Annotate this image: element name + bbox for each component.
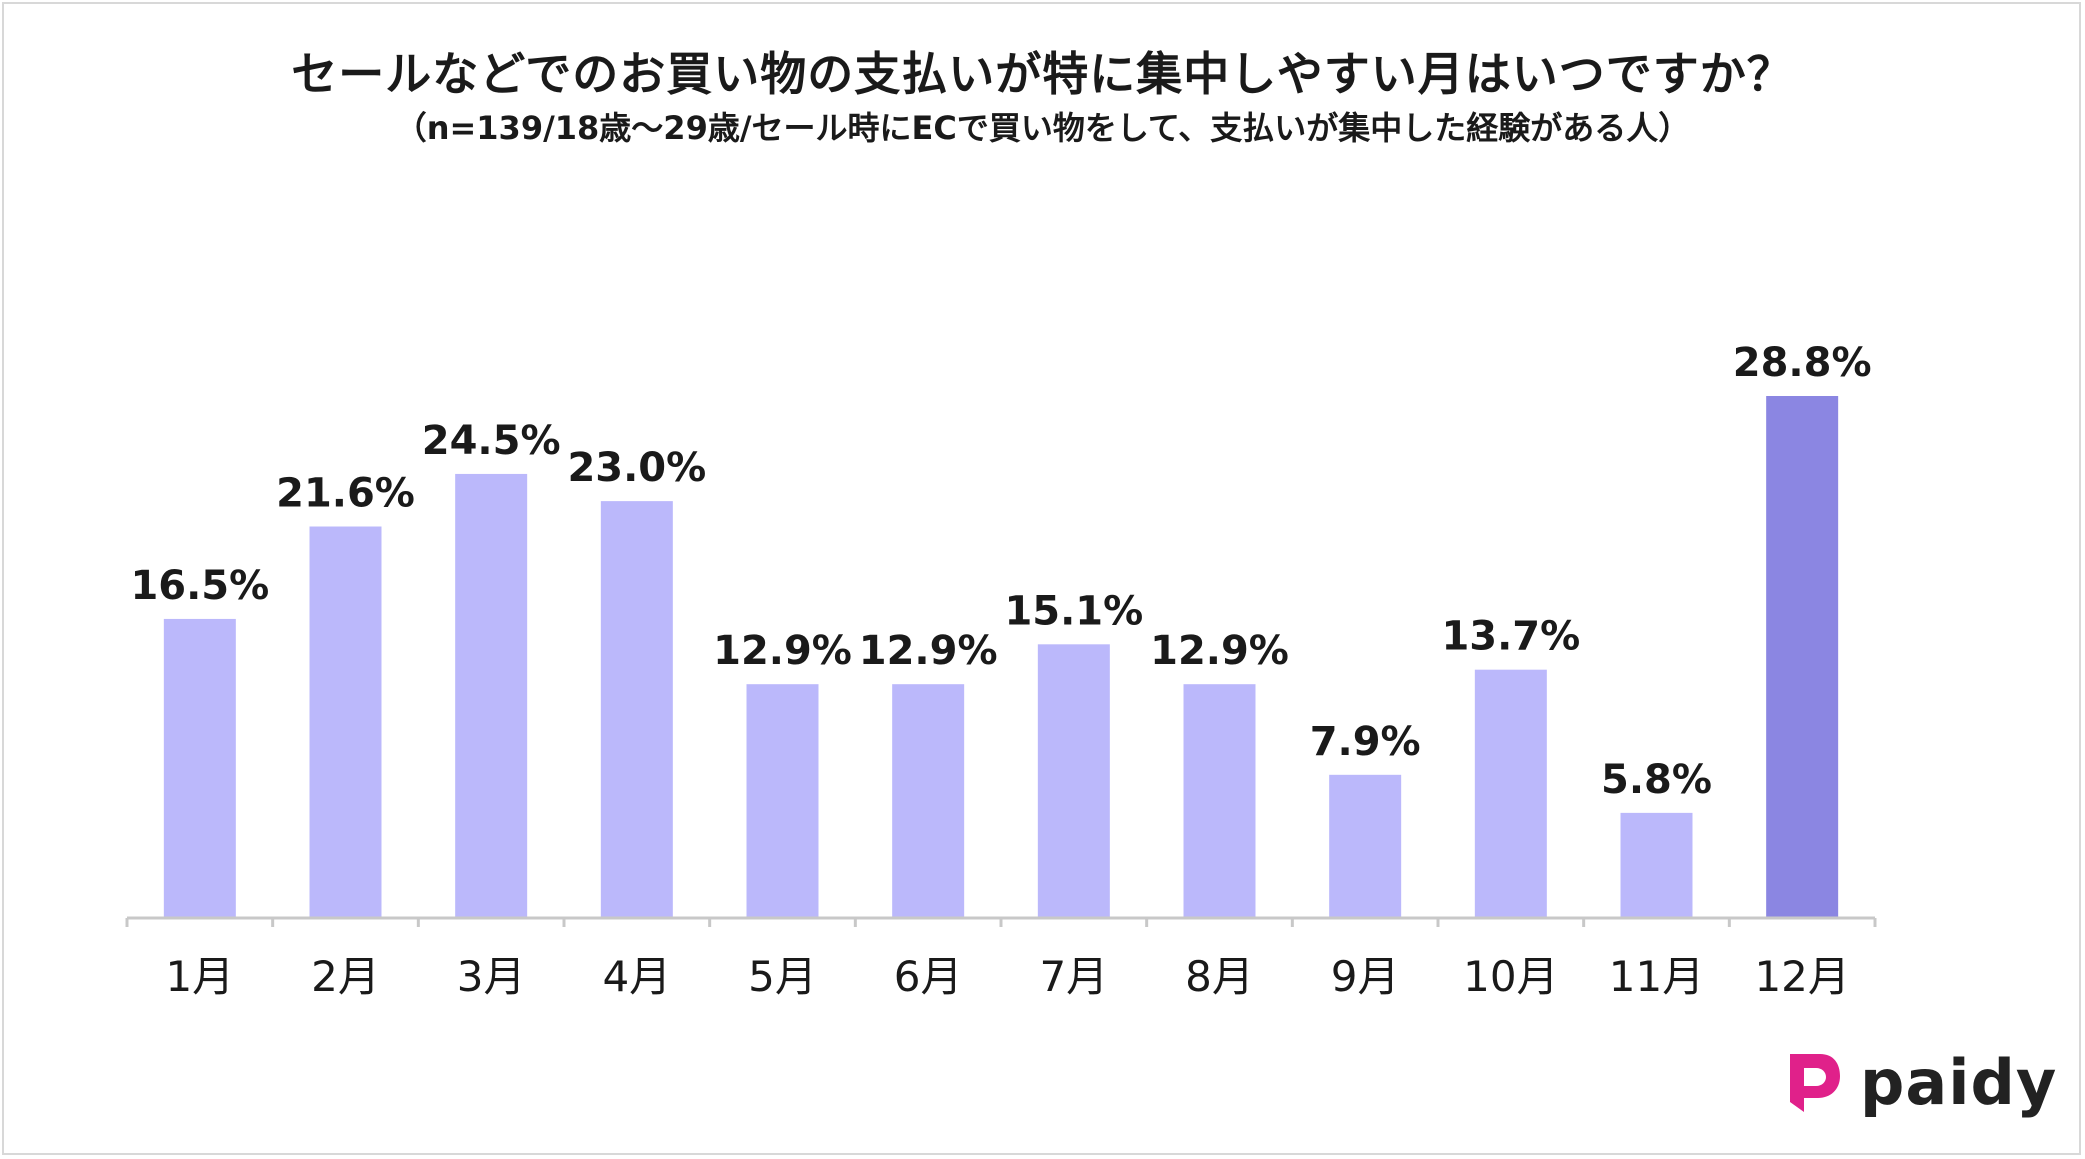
chart-subtitle: （n=139/18歳～29歳/セール時にECで買い物をして、支払いが集中した経験… [394,109,1691,147]
category-label-12: 12月 [1754,952,1849,1001]
value-label-11: 5.8% [1601,757,1712,803]
category-label-1: 1月 [165,952,234,1001]
category-label-3: 3月 [457,952,526,1001]
bar-11 [1620,812,1693,918]
bar-12 [1766,396,1839,918]
category-label-4: 4月 [602,952,671,1001]
category-label-6: 6月 [894,952,963,1001]
bar-7 [1037,644,1110,918]
bar-10 [1474,669,1547,918]
bar-9 [1329,774,1402,918]
value-label-7: 15.1% [1004,588,1143,634]
bar-4 [600,501,673,918]
bar-6 [892,684,965,918]
value-label-1: 16.5% [130,563,269,609]
paidy-logo-mark-icon [1790,1054,1840,1112]
value-label-9: 7.9% [1310,719,1421,765]
category-label-10: 10月 [1463,952,1558,1001]
bar-1 [163,618,236,918]
category-label-7: 7月 [1039,952,1108,1001]
category-label-11: 11月 [1609,952,1704,1001]
paidy-logo: paidy [1780,1042,2057,1122]
value-label-4: 23.0% [567,445,706,491]
bar-3 [455,473,528,918]
bar-2 [309,526,382,918]
value-label-5: 12.9% [713,628,852,674]
bar-5 [746,684,819,918]
bar-8 [1183,684,1256,918]
value-label-10: 13.7% [1441,614,1580,660]
paidy-logo-text: paidy [1860,1045,2058,1119]
category-label-8: 8月 [1185,952,1254,1001]
value-label-6: 12.9% [859,628,998,674]
value-label-3: 24.5% [422,418,561,464]
category-label-5: 5月 [748,952,817,1001]
value-label-12: 28.8% [1733,340,1872,386]
value-label-2: 21.6% [276,471,415,517]
chart-title: セールなどでのお買い物の支払いが特に集中しやすい月はいつですか？ [291,47,1794,101]
category-label-2: 2月 [311,952,380,1001]
category-label-9: 9月 [1331,952,1400,1001]
value-label-8: 12.9% [1150,628,1289,674]
